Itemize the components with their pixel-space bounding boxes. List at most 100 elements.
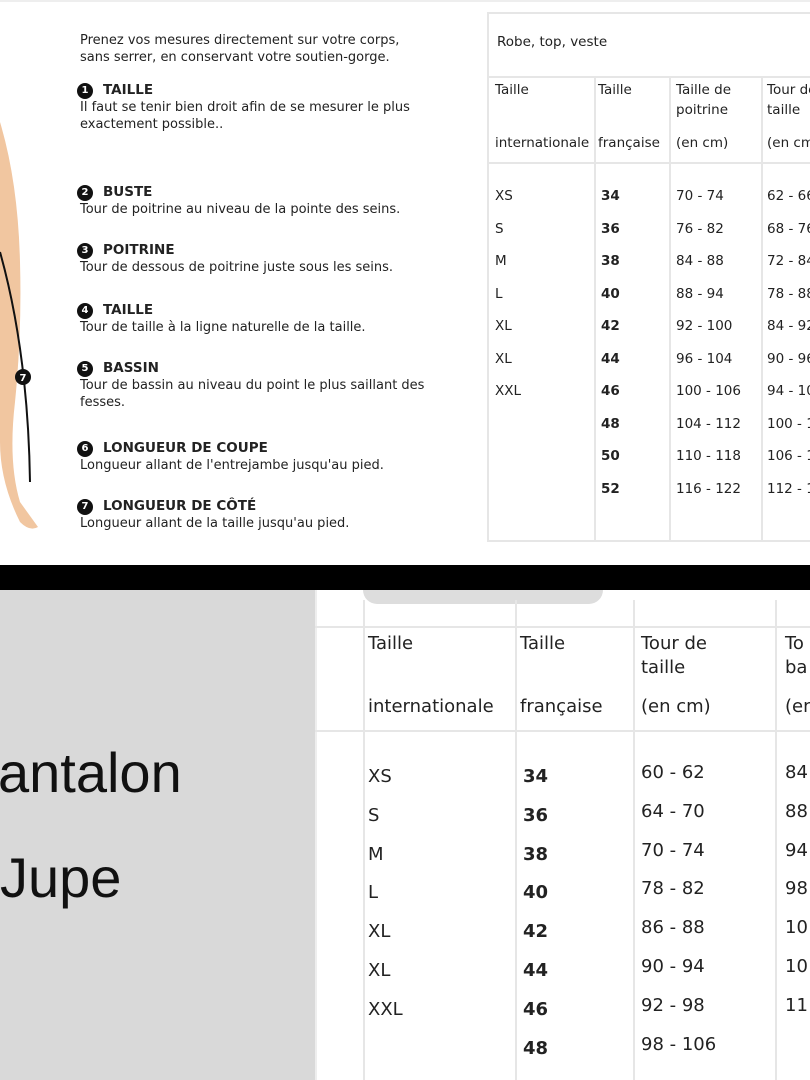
instruction-title: TAILLE [103, 302, 154, 318]
robe-top-veste-size-table: Robe, top, veste Taille internationale Tai… [487, 12, 810, 542]
intro-line: Prenez vos mesures directement sur votre… [80, 33, 400, 48]
measurement-guide: 7 Prenez vos mesures directement sur vot… [0, 0, 810, 542]
table-cell: 88 - 94 [676, 285, 724, 302]
table-cell: 34 [601, 188, 620, 204]
table-cell: 36 [601, 220, 620, 237]
column-unit: française [598, 135, 660, 151]
instruction-text: Longueur allant de l'entrejambe jusqu'au… [80, 458, 384, 473]
table-cell: 100 - 106 [676, 383, 741, 399]
table-cell: 60 - 62 [641, 762, 705, 783]
column-divider [669, 76, 671, 540]
instruction-item: 4 TAILLE Tour de taille à la ligne naturel… [77, 302, 460, 336]
instruction-heading: 6 LONGUEUR DE COUPE [77, 440, 460, 457]
table-cell: 70 - 74 [676, 188, 724, 204]
table-cell: 10 [785, 917, 808, 939]
table-cell: 34 [523, 766, 549, 787]
table-cell: 94 [785, 839, 808, 861]
table-cell: 42 [523, 921, 549, 943]
table-cell: 86 - 88 [641, 917, 705, 939]
table-cell: 104 - 112 [676, 415, 741, 432]
table-cell: 10 [785, 956, 808, 977]
figure-marker: 7 [20, 373, 27, 384]
table-cell: 46 [523, 998, 549, 1020]
table-cell: 112 - 1 [767, 480, 810, 497]
instruction-title: LONGUEUR DE COUPE [103, 440, 268, 456]
table-cell: 11 [785, 994, 808, 1016]
table-cell: 98 [785, 878, 808, 900]
instruction-text: Tour de bassin au niveau du point le plu… [80, 378, 425, 410]
number-badge-icon: 3 [77, 242, 93, 259]
table-cell: 48 [523, 1037, 549, 1059]
table-cell: M [368, 843, 384, 865]
table-cell: XL [495, 318, 512, 334]
table-cell: 84 - 88 [676, 253, 724, 269]
number-badge-icon: 2 [77, 184, 93, 201]
column-unit: internationale [368, 696, 494, 717]
column-header: Taille [598, 82, 632, 98]
table-cell: 40 [523, 882, 549, 904]
column-unit: française [520, 696, 603, 717]
table-cell: 110 - 118 [676, 448, 741, 464]
table-cell: 94 - 10 [767, 383, 810, 399]
column-divider [633, 600, 635, 1080]
column-unit: (en cm) [641, 696, 711, 717]
column-header: Taille [495, 82, 529, 98]
table-cell: XL [495, 350, 512, 367]
table-cell: 96 - 104 [676, 350, 733, 367]
table-cell: 88 [785, 800, 808, 822]
column-divider [515, 600, 517, 1080]
instruction-title: BASSIN [103, 360, 159, 376]
body-figure-illustration: 7 [0, 122, 38, 529]
table-cell: XL [368, 960, 391, 981]
instruction-item: 5 BASSIN Tour de bassin au niveau du point… [77, 360, 460, 411]
table-cell: 84 - 92 [767, 318, 810, 334]
table-cell: 46 [601, 383, 620, 399]
instruction-item: 2 BUSTE Tour de poitrine au niveau de la p… [77, 184, 460, 218]
instruction-title: BUSTE [103, 184, 153, 200]
table-cell: XS [368, 766, 392, 787]
column-header: To ba [785, 633, 808, 678]
instruction-heading: 2 BUSTE [77, 184, 460, 201]
instruction-heading: 4 TAILLE [77, 302, 460, 319]
table-cell: 52 [601, 480, 620, 497]
instruction-title: POITRINE [103, 242, 175, 258]
intro-text: Prenez vos mesures directement sur votre… [80, 32, 460, 66]
table-cell: 68 - 76 [767, 220, 810, 237]
instruction-heading: 1 TAILLE [77, 82, 460, 99]
number-badge-icon: 4 [77, 302, 93, 319]
table-cell: 44 [601, 350, 620, 367]
row-divider [315, 626, 810, 628]
table-cell: 116 - 122 [676, 480, 741, 497]
column-header: Tour de taille [641, 633, 707, 678]
table-cell: 42 [601, 318, 620, 334]
column-header: Taille [368, 633, 414, 654]
column-unit: (en cm) [676, 135, 729, 151]
table-cell: 78 - 88 [767, 285, 810, 302]
table-cell: 62 - 66 [767, 188, 810, 204]
table-cell: 44 [523, 960, 549, 981]
column-divider [594, 76, 596, 540]
tab-shape [363, 590, 603, 604]
table-cell: 106 - 1 [767, 448, 810, 464]
row-divider [315, 730, 810, 732]
table-cell: L [368, 882, 379, 904]
column-unit: (en cm) [767, 135, 810, 151]
column-unit: internationale [495, 135, 590, 151]
table-cell: 84 [785, 762, 808, 783]
number-badge-icon: 6 [77, 440, 93, 457]
table-cell: 76 - 82 [676, 220, 724, 237]
instruction-heading: 7 LONGUEUR DE CÔTÉ [77, 498, 460, 515]
divider-band [0, 565, 810, 590]
number-badge-icon: 7 [77, 498, 93, 515]
instruction-title: LONGUEUR DE CÔTÉ [103, 498, 257, 514]
column-header: Taille [520, 633, 566, 654]
instruction-heading: 3 POITRINE [77, 242, 460, 259]
pantalon-jupe-size-table: Taille internationale Taille française Tour … [315, 590, 810, 1080]
table-cell: 70 - 74 [641, 839, 705, 861]
instruction-text: Il faut se tenir bien droit afin de se m… [80, 100, 410, 132]
category-label-pantalon: antalon [0, 741, 182, 804]
number-badge-icon: 5 [77, 360, 93, 377]
table-cell: 38 [601, 253, 620, 269]
table-title: Robe, top, veste [497, 34, 608, 50]
instruction-text: Tour de taille à la ligne naturelle de l… [80, 320, 366, 335]
